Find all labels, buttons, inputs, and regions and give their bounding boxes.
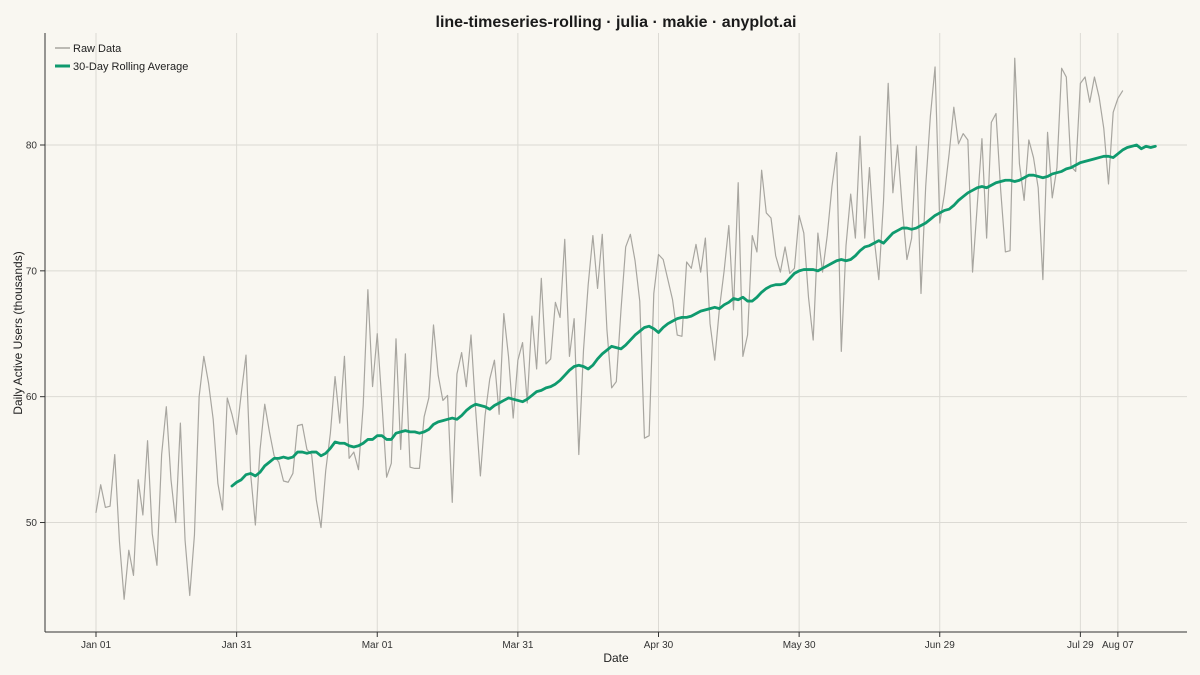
x-tick-label: Jul 29 xyxy=(1067,640,1094,651)
series-lines xyxy=(95,57,1157,600)
raw-data-line xyxy=(95,57,1124,600)
x-tick-label: Jan 31 xyxy=(222,640,252,651)
grid xyxy=(45,33,1187,632)
y-tick-label: 70 xyxy=(26,266,38,277)
legend-label-raw-data: Raw Data xyxy=(73,43,122,55)
x-tick-label: Apr 30 xyxy=(644,640,674,651)
x-tick-label: Aug 07 xyxy=(1102,640,1134,651)
chart-title: line-timeseries-rolling · julia · makie … xyxy=(436,14,797,31)
y-axis-label: Daily Active Users (thousands) xyxy=(11,251,25,414)
legend: Raw Data 30-Day Rolling Average xyxy=(55,43,188,73)
y-tick-label: 80 xyxy=(26,140,38,151)
x-tick-label: Mar 31 xyxy=(502,640,534,651)
y-tick-label: 60 xyxy=(26,392,38,403)
legend-label-rolling-average: 30-Day Rolling Average xyxy=(73,61,188,73)
rolling-average-line xyxy=(230,143,1157,488)
x-tick-label: Jan 01 xyxy=(81,640,111,651)
y-tick-label: 50 xyxy=(26,518,38,529)
x-tick-label: Jun 29 xyxy=(925,640,955,651)
x-tick-label: May 30 xyxy=(783,640,816,651)
x-axis-label: Date xyxy=(603,651,629,665)
x-tick-label: Mar 01 xyxy=(362,640,394,651)
axes: Jan 01 Jan 31 Mar 01 Mar 31 Apr 30 May 30 Jun … xyxy=(26,33,1187,651)
